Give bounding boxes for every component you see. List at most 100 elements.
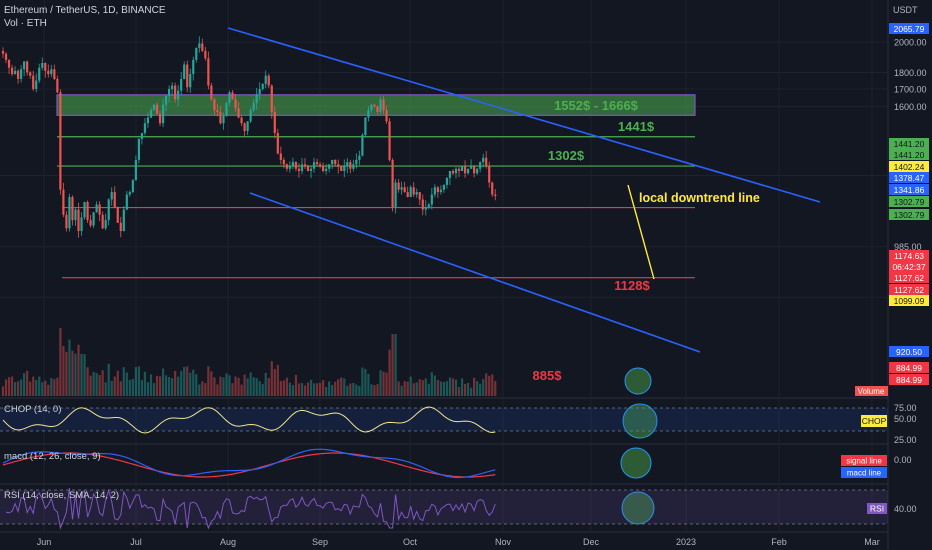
- candle-body: [264, 75, 267, 84]
- volume-bar: [491, 374, 494, 396]
- volume-bar: [183, 366, 186, 396]
- volume-bar: [485, 373, 488, 396]
- volume-bar: [195, 374, 198, 396]
- lower-channel-line: [249, 192, 701, 353]
- volume-bar: [110, 380, 113, 396]
- volume-bar: [234, 376, 237, 396]
- candle-body: [291, 162, 295, 167]
- price-tag-value: 1174.63: [894, 251, 924, 261]
- volume-bar: [155, 375, 159, 396]
- candle-body: [83, 201, 86, 218]
- price-tag-value: 1302.79: [894, 210, 925, 220]
- volume-bar: [83, 354, 86, 396]
- candle-body: [164, 95, 168, 105]
- price-tag-value: 1378.47: [894, 173, 925, 183]
- price-levels: 1441$ 1302$ 1128$ 885$: [57, 119, 695, 383]
- candle-body: [258, 88, 261, 95]
- volume-bar: [400, 385, 403, 396]
- volume-bar: [361, 367, 364, 396]
- candle-body: [445, 177, 449, 185]
- candle-body: [180, 78, 183, 91]
- volume-bar: [424, 378, 427, 396]
- candle-body: [113, 192, 116, 208]
- volume-bar: [128, 379, 131, 396]
- volume-bar: [164, 375, 168, 396]
- volume-bar: [59, 328, 62, 396]
- y-tick-label: 985.00: [894, 242, 922, 252]
- volume-bar: [149, 374, 153, 396]
- local-downtrend-line: [627, 184, 655, 280]
- macd-axis-label: 0.00: [894, 455, 912, 465]
- candle-body: [476, 168, 479, 174]
- candle-body: [370, 104, 373, 111]
- upper-channel-line: [227, 27, 821, 203]
- volume-bar: [325, 387, 328, 396]
- candle-body: [382, 99, 385, 111]
- volume-bar: [240, 384, 243, 396]
- candle-body: [352, 164, 355, 169]
- candle-body: [470, 166, 473, 169]
- candle-body: [137, 138, 140, 160]
- volume-bar: [430, 372, 433, 396]
- volume-bar: [225, 373, 228, 396]
- candle-body: [448, 171, 452, 178]
- volume-bar: [86, 367, 89, 396]
- candle-body: [439, 189, 442, 193]
- candle-body: [189, 74, 192, 88]
- volume-bar: [201, 381, 204, 396]
- grid: [0, 0, 889, 550]
- candle-body: [122, 209, 125, 232]
- x-tick-label: Aug: [220, 537, 236, 547]
- volume-bar: [385, 372, 388, 396]
- candle-body: [177, 90, 180, 100]
- candle-body: [479, 162, 482, 169]
- price-tag-value: 884.99: [896, 363, 922, 373]
- candle-body: [355, 159, 358, 165]
- x-tick-label: Jun: [37, 537, 52, 547]
- price-tag: [889, 295, 929, 306]
- volume-bar: [180, 370, 183, 396]
- volume-bar: [315, 383, 319, 396]
- volume-bar: [17, 381, 20, 396]
- volume-bar: [391, 334, 394, 396]
- price-tag-value: 1302.79: [894, 197, 925, 207]
- candle-body: [466, 168, 470, 174]
- candle-body: [358, 155, 361, 160]
- chop-tag-label: CHOP: [862, 416, 887, 426]
- candle-body: [10, 67, 14, 75]
- candle-body: [273, 111, 276, 133]
- candle-body: [412, 187, 415, 195]
- x-tick-label: Dec: [583, 537, 600, 547]
- candle-body: [421, 199, 424, 210]
- volume-bar: [168, 376, 171, 396]
- volume-bar: [279, 380, 282, 396]
- candle-body: [101, 214, 104, 229]
- macd-legend-label: macd line: [847, 469, 882, 478]
- candle-body: [485, 157, 488, 167]
- candle-body: [80, 217, 83, 232]
- candle-body: [331, 159, 334, 165]
- volume-bar: [494, 380, 497, 396]
- candle-body: [297, 168, 301, 172]
- volume-bar: [255, 378, 258, 396]
- volume-bar: [364, 368, 367, 396]
- candle-body: [207, 58, 210, 86]
- volume-bar: [89, 375, 92, 396]
- volume-bar: [343, 378, 346, 396]
- volume-bar: [312, 383, 316, 396]
- candle-body: [20, 69, 23, 79]
- volume-bar: [476, 381, 479, 396]
- candle-body: [391, 159, 394, 208]
- volume-bar: [488, 375, 491, 396]
- candle-body: [255, 94, 258, 103]
- candle-body: [161, 104, 165, 124]
- candle-body: [400, 187, 403, 190]
- volume-bar: [261, 384, 264, 396]
- candle-body: [174, 85, 177, 100]
- volume-bar: [294, 374, 298, 396]
- trend-lines: [227, 27, 821, 525]
- chop-axis-label: 75.00: [894, 403, 917, 413]
- volume-bar: [140, 380, 144, 396]
